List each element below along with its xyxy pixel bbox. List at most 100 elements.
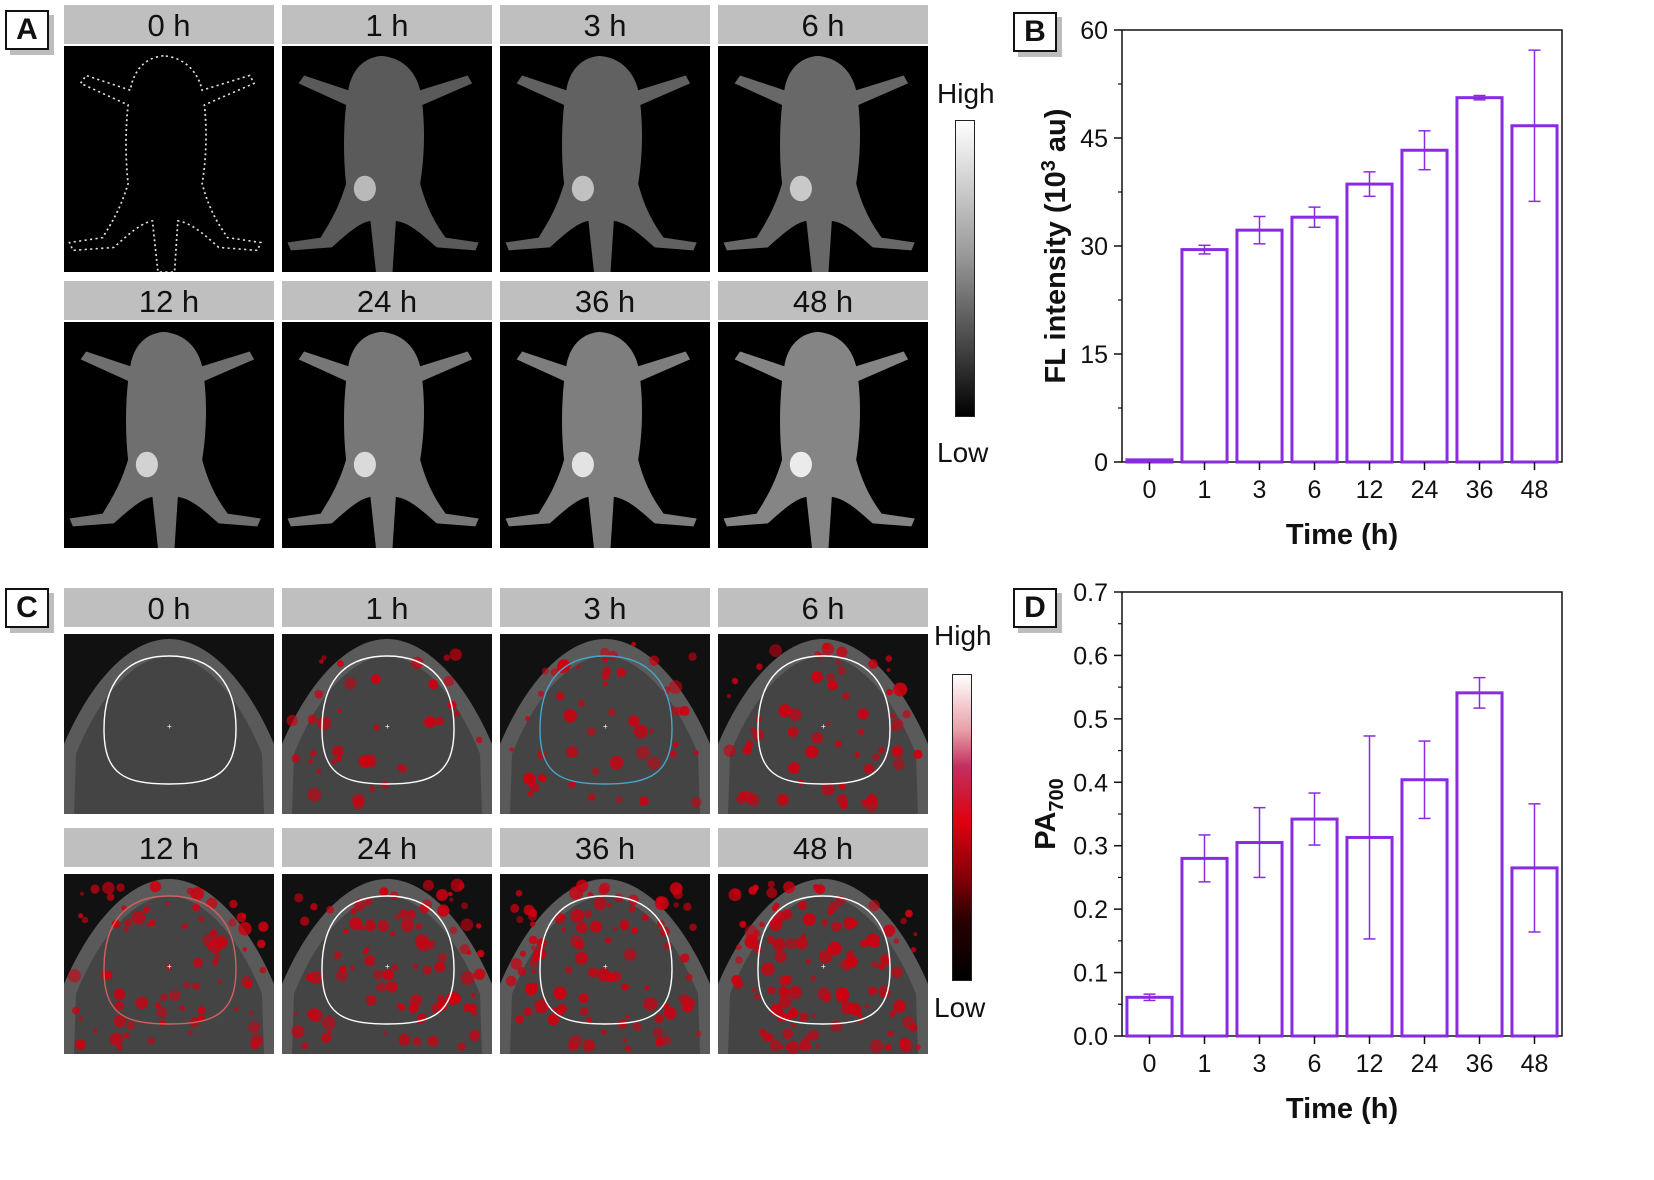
photoacoustic-tumor-image: + — [500, 874, 710, 1054]
pa-time-label: 3 h — [500, 588, 710, 627]
pa-time-label: 1 h — [282, 588, 492, 627]
x-tick-label: 12 — [1356, 1050, 1384, 1078]
bar — [1455, 691, 1504, 1038]
svg-text:+: + — [385, 722, 390, 731]
pa-time-label: 0 h — [64, 588, 274, 627]
pa-scale-high-label: High — [934, 620, 992, 651]
y-tick-label: 0.5 — [1073, 706, 1108, 734]
y-tick-label: 0.6 — [1073, 642, 1108, 670]
pa-image-tile: 3 h + — [500, 588, 710, 814]
bar — [1345, 182, 1394, 464]
y-tick-label: 60 — [1080, 17, 1108, 45]
x-axis-label: Time (h) — [1286, 519, 1398, 551]
y-axis-label: PA700 — [1030, 778, 1068, 850]
panel-label-a: A — [5, 10, 49, 50]
y-tick-label: 0.3 — [1073, 833, 1108, 861]
bar — [1235, 228, 1284, 464]
y-tick-label: 15 — [1080, 341, 1108, 369]
bar — [1455, 96, 1504, 464]
fluorescence-mouse-image — [718, 322, 928, 548]
fluorescence-mouse-image — [718, 46, 928, 272]
fl-time-label: 12 h — [64, 281, 274, 320]
fl-image-tile: 0 h — [64, 5, 274, 272]
x-tick-label: 1 — [1198, 1050, 1212, 1078]
fl-image-tile: 48 h — [718, 281, 928, 548]
y-tick-label: 0.2 — [1073, 896, 1108, 924]
bar — [1180, 856, 1229, 1038]
pa-time-label: 12 h — [64, 828, 274, 867]
fluorescence-mouse-image — [64, 322, 274, 548]
fl-image-tile: 36 h — [500, 281, 710, 548]
fluorescence-mouse-image — [500, 322, 710, 548]
bar — [1400, 778, 1449, 1038]
pa-time-label: 24 h — [282, 828, 492, 867]
x-tick-label: 12 — [1356, 476, 1384, 504]
svg-text:+: + — [821, 722, 826, 731]
fl-image-tile: 6 h — [718, 5, 928, 272]
x-tick-label: 3 — [1253, 1050, 1267, 1078]
y-tick-label: 0.4 — [1073, 769, 1108, 797]
x-tick-label: 6 — [1308, 1050, 1322, 1078]
fl-intensity-colorbar — [955, 120, 975, 417]
pa-image-tile: 36 h + — [500, 828, 710, 1054]
x-tick-label: 48 — [1521, 1050, 1549, 1078]
pa-image-tile: 0 h + — [64, 588, 274, 814]
panel-label-d: D — [1013, 588, 1057, 628]
photoacoustic-tumor-image: + — [64, 634, 274, 814]
x-tick-label: 0 — [1143, 1050, 1157, 1078]
x-tick-label: 3 — [1253, 476, 1267, 504]
bar — [1125, 995, 1174, 1038]
y-tick-label: 0.1 — [1073, 960, 1108, 988]
svg-text:+: + — [385, 962, 390, 971]
y-tick-label: 45 — [1080, 125, 1108, 153]
pa-scale-low-label: Low — [934, 992, 986, 1023]
bar — [1125, 458, 1174, 464]
fluorescence-mouse-image — [282, 46, 492, 272]
x-tick-label: 36 — [1466, 1050, 1494, 1078]
y-axis-label: FL intensity (103 au) — [1038, 109, 1072, 384]
fl-scale-low-label: Low — [937, 437, 989, 468]
fl-time-label: 1 h — [282, 5, 492, 44]
fl-image-tile: 1 h — [282, 5, 492, 272]
fl-time-label: 3 h — [500, 5, 710, 44]
photoacoustic-tumor-image: + — [64, 874, 274, 1054]
photoacoustic-tumor-image: + — [500, 634, 710, 814]
photoacoustic-tumor-image: + — [282, 874, 492, 1054]
photoacoustic-tumor-image: + — [282, 634, 492, 814]
x-tick-label: 0 — [1143, 476, 1157, 504]
x-tick-label: 36 — [1466, 476, 1494, 504]
panel-label-c: C — [5, 588, 49, 628]
y-tick-label: 30 — [1080, 233, 1108, 261]
pa-image-tile: 1 h + — [282, 588, 492, 814]
x-tick-label: 6 — [1308, 476, 1322, 504]
fl-time-label: 24 h — [282, 281, 492, 320]
fl-scale-high-label: High — [937, 78, 995, 109]
pa-image-tile: 6 h + — [718, 588, 928, 814]
svg-text:+: + — [167, 722, 172, 731]
fl-image-tile: 3 h — [500, 5, 710, 272]
pa-intensity-colorbar — [952, 674, 972, 981]
pa-image-tile: 48 h + — [718, 828, 928, 1054]
svg-text:+: + — [603, 962, 608, 971]
photoacoustic-tumor-image: + — [718, 634, 928, 814]
pa-image-tile: 24 h + — [282, 828, 492, 1054]
fl-image-tile: 24 h — [282, 281, 492, 548]
bar — [1290, 215, 1339, 464]
x-axis-label: Time (h) — [1286, 1093, 1398, 1125]
fl-time-label: 36 h — [500, 281, 710, 320]
bar — [1180, 248, 1229, 464]
photoacoustic-tumor-image: + — [718, 874, 928, 1054]
fluorescence-mouse-image — [282, 322, 492, 548]
x-tick-label: 1 — [1198, 476, 1212, 504]
pa-image-tile: 12 h + — [64, 828, 274, 1054]
fluorescence-mouse-image — [64, 46, 274, 272]
svg-text:+: + — [603, 722, 608, 731]
fl-time-label: 0 h — [64, 5, 274, 44]
y-tick-label: 0.0 — [1073, 1023, 1108, 1051]
x-tick-label: 48 — [1521, 476, 1549, 504]
y-tick-label: 0 — [1094, 449, 1108, 477]
pa-time-label: 48 h — [718, 828, 928, 867]
panel-label-b: B — [1013, 12, 1057, 52]
fl-image-tile: 12 h — [64, 281, 274, 548]
